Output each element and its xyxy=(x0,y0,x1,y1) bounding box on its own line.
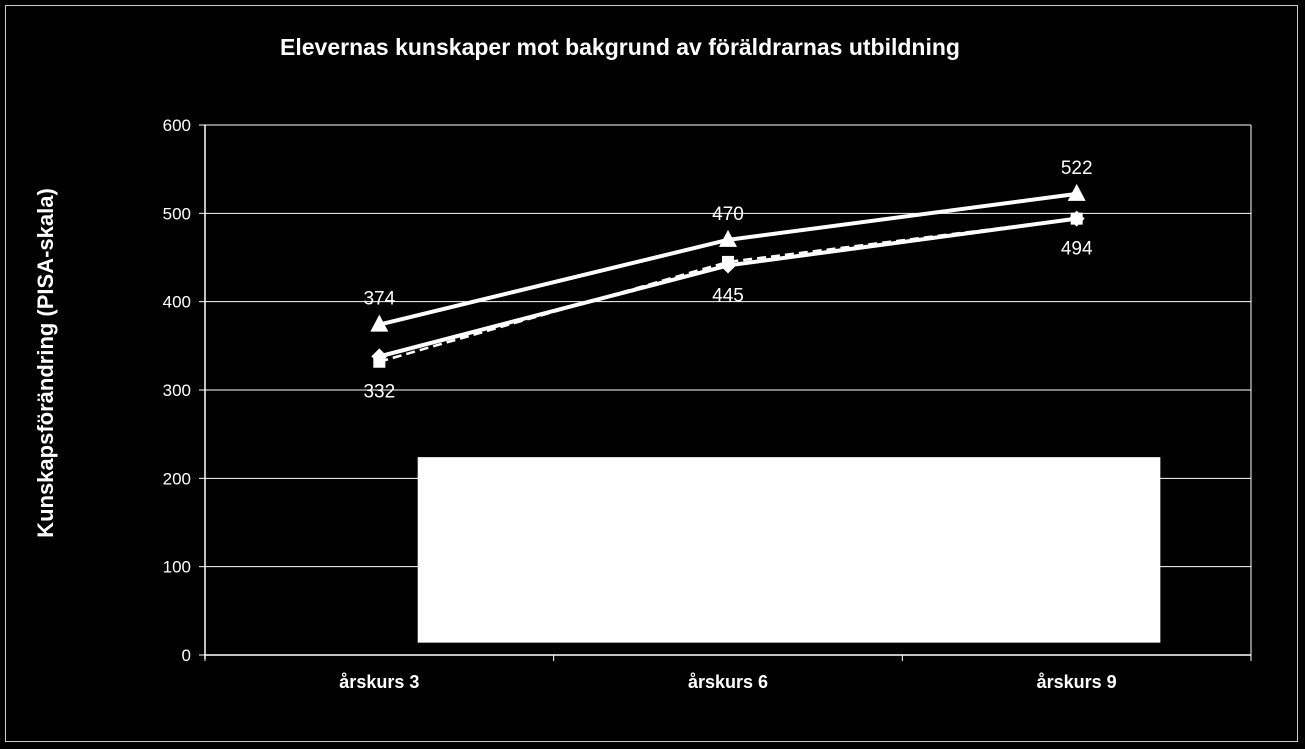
data-point-triangle xyxy=(719,229,737,247)
y-tick-label: 100 xyxy=(163,558,191,577)
x-tick-label: årskurs 6 xyxy=(688,672,768,692)
data-label: 494 xyxy=(1061,239,1093,260)
data-point-triangle xyxy=(1067,183,1086,201)
chart-frame xyxy=(5,5,1298,742)
y-tick-label: 500 xyxy=(163,204,191,223)
x-tick-label: årskurs 9 xyxy=(1037,672,1117,692)
y-tick-label: 600 xyxy=(163,116,191,135)
series-layer xyxy=(370,183,1086,368)
y-axis-label: Kunskapsförändring (PISA-skala) xyxy=(33,188,58,538)
data-labels: 374 470 522 445 332 494 xyxy=(363,158,1092,403)
data-label: 332 xyxy=(363,382,395,403)
data-point-square xyxy=(1070,212,1083,225)
legend-box xyxy=(417,457,1161,643)
y-tick-label: 0 xyxy=(182,646,191,665)
series-line-3 xyxy=(378,217,1077,363)
data-label: 470 xyxy=(712,204,744,225)
data-label: 445 xyxy=(712,285,744,306)
legend xyxy=(417,457,1161,643)
x-tick-label: årskurs 3 xyxy=(339,672,419,692)
y-tick-label: 400 xyxy=(163,293,191,312)
data-point-square xyxy=(373,355,386,368)
data-label: 522 xyxy=(1061,158,1093,179)
data-point-square xyxy=(722,255,734,268)
chart-title: Elevernas kunskaper mot bakgrund av förä… xyxy=(280,34,960,60)
data-label: 374 xyxy=(363,289,395,310)
y-tick-label: 300 xyxy=(163,381,191,400)
data-point-triangle xyxy=(370,314,389,332)
axes: 0 100 200 300 400 500 600 årskurs 3 årskurs 6 års… xyxy=(163,116,1252,692)
y-tick-label: 200 xyxy=(163,469,191,488)
